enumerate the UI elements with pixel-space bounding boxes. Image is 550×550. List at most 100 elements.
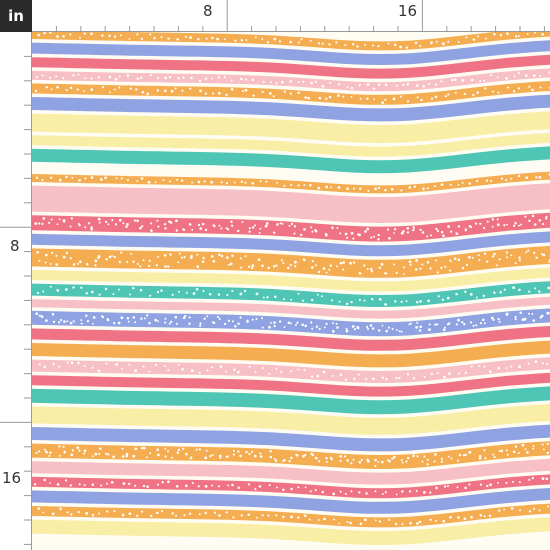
confetti-dot bbox=[359, 187, 362, 190]
confetti-dot bbox=[197, 180, 201, 184]
confetti-dot bbox=[227, 484, 230, 487]
confetti-dot bbox=[251, 226, 255, 229]
confetti-dot bbox=[58, 454, 61, 457]
confetti-dot bbox=[216, 37, 220, 41]
confetti-dot bbox=[497, 318, 500, 321]
confetti-dot bbox=[164, 76, 167, 80]
confetti-dot bbox=[419, 267, 422, 270]
confetti-dot bbox=[505, 367, 508, 369]
confetti-dot bbox=[387, 42, 390, 45]
confetti-dot bbox=[182, 316, 186, 320]
confetti-dot bbox=[534, 287, 537, 290]
confetti-dot bbox=[517, 174, 521, 178]
confetti-dot bbox=[323, 326, 326, 329]
confetti-dot bbox=[276, 181, 278, 184]
confetti-dot bbox=[441, 298, 445, 301]
confetti-dot bbox=[468, 483, 471, 486]
confetti-dot bbox=[339, 459, 342, 462]
confetti-dot bbox=[444, 95, 447, 98]
confetti-dot bbox=[230, 79, 233, 82]
confetti-dot bbox=[430, 97, 434, 100]
stripe-artwork bbox=[32, 32, 550, 550]
confetti-dot bbox=[164, 317, 167, 320]
confetti-dot bbox=[316, 374, 320, 378]
stripe-band bbox=[32, 458, 550, 485]
confetti-dot bbox=[406, 100, 410, 103]
confetti-dot bbox=[349, 521, 352, 525]
confetti-dot bbox=[105, 362, 108, 365]
confetti-dot bbox=[269, 81, 273, 84]
confetti-dot bbox=[422, 85, 426, 88]
confetti-dot bbox=[308, 518, 311, 521]
confetti-dot bbox=[337, 186, 341, 189]
confetti-dot bbox=[126, 74, 130, 77]
confetti-dot bbox=[202, 289, 205, 293]
confetti-dot bbox=[329, 82, 331, 84]
confetti-dot bbox=[497, 223, 500, 226]
confetti-dot bbox=[264, 224, 268, 228]
confetti-dot bbox=[206, 369, 209, 372]
confetti-dot bbox=[244, 255, 247, 258]
confetti-dot bbox=[505, 77, 508, 80]
confetti-dot bbox=[261, 264, 264, 268]
confetti-dot bbox=[156, 219, 159, 222]
confetti-dot bbox=[78, 449, 81, 452]
confetti-dot bbox=[56, 289, 60, 292]
confetti-dot bbox=[203, 317, 206, 320]
confetti-dot bbox=[391, 457, 394, 460]
confetti-dot bbox=[45, 86, 48, 89]
confetti-dot bbox=[496, 218, 499, 221]
confetti-dot bbox=[204, 228, 208, 232]
confetti-dot bbox=[245, 450, 248, 454]
confetti-dot bbox=[121, 447, 124, 450]
confetti-dot bbox=[541, 443, 544, 446]
confetti-dot bbox=[505, 256, 509, 259]
confetti-dot bbox=[289, 40, 293, 44]
confetti-dot bbox=[140, 510, 144, 513]
confetti-dot bbox=[381, 493, 384, 495]
confetti-dot bbox=[461, 321, 464, 324]
confetti-dot bbox=[304, 96, 307, 99]
confetti-dot bbox=[429, 491, 432, 494]
confetti-dot bbox=[447, 93, 450, 96]
confetti-dot bbox=[48, 454, 51, 457]
stripe-band bbox=[32, 296, 550, 319]
confetti-dot bbox=[163, 254, 167, 257]
confetti-dot bbox=[366, 327, 370, 331]
confetti-dot bbox=[450, 457, 453, 460]
confetti-dot bbox=[177, 363, 180, 366]
confetti-dot bbox=[122, 482, 126, 485]
confetti-dot bbox=[455, 292, 458, 296]
confetti-dot bbox=[352, 458, 355, 461]
confetti-dot bbox=[227, 263, 230, 266]
confetti-dot bbox=[311, 266, 314, 269]
confetti-dot bbox=[85, 314, 88, 318]
confetti-dot bbox=[490, 316, 494, 320]
confetti-dot bbox=[428, 323, 431, 326]
confetti-dot bbox=[136, 514, 139, 517]
confetti-dot bbox=[217, 293, 221, 296]
confetti-dot bbox=[72, 74, 75, 77]
confetti-dot bbox=[523, 317, 527, 321]
confetti-dot bbox=[163, 222, 167, 226]
confetti-dot bbox=[245, 78, 248, 81]
confetti-dot bbox=[188, 322, 191, 325]
confetti-dot bbox=[167, 265, 170, 269]
confetti-dot bbox=[457, 225, 461, 228]
confetti-dot bbox=[248, 230, 251, 233]
confetti-dot bbox=[325, 233, 328, 237]
confetti-dot bbox=[339, 262, 343, 265]
confetti-dot bbox=[450, 230, 453, 233]
confetti-dot bbox=[546, 362, 549, 366]
stripe-band bbox=[32, 246, 550, 278]
confetti-dot bbox=[336, 326, 339, 329]
confetti-dot bbox=[440, 266, 443, 270]
confetti-dot bbox=[364, 43, 366, 46]
confetti-dot bbox=[339, 232, 342, 235]
confetti-dot bbox=[171, 512, 174, 515]
confetti-dot bbox=[413, 185, 416, 188]
confetti-dot bbox=[317, 270, 321, 274]
confetti-dot bbox=[220, 227, 223, 230]
stripe-band bbox=[32, 488, 550, 514]
confetti-dot bbox=[483, 449, 486, 452]
